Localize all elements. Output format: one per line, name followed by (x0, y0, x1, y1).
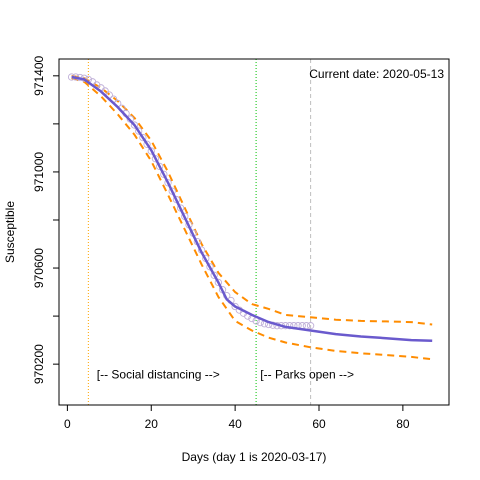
annotation: [-- Parks open --> (260, 368, 354, 382)
y-axis-title: Susceptible (3, 201, 17, 263)
data-point (214, 278, 223, 287)
annotations: [-- Social distancing --> [-- Parks open … (97, 368, 354, 382)
data-point (155, 162, 164, 171)
data-point (306, 322, 315, 330)
data-point (164, 179, 172, 187)
data-point (147, 147, 155, 155)
x-tick-label: 20 (145, 417, 159, 431)
upper-band-line (71, 74, 433, 326)
lower-band-line (71, 77, 433, 361)
current-date-label: Current date: 2020-05-13 (309, 67, 444, 81)
fitted-curve (71, 75, 433, 343)
x-tick-label: 80 (396, 417, 410, 431)
y-axis: 970200 970600 971000 971400 (32, 55, 59, 384)
data-point (143, 140, 151, 148)
x-axis: 0 20 40 60 80 (64, 405, 410, 431)
x-tick-label: 60 (312, 417, 326, 431)
confidence-band (71, 74, 433, 361)
plot-frame (58, 58, 450, 406)
data-point (151, 155, 160, 163)
y-tick-label: 971400 (32, 55, 46, 95)
y-tick-label: 970600 (32, 248, 46, 288)
observed-points (67, 73, 315, 330)
fit-line (71, 75, 433, 343)
data-point (231, 302, 239, 311)
data-point (135, 127, 143, 135)
data-point (139, 133, 147, 142)
data-point (285, 322, 294, 330)
y-tick-label: 971000 (32, 152, 46, 192)
annotation: [-- Social distancing --> (97, 368, 220, 382)
x-axis-title: Days (day 1 is 2020-03-17) (182, 450, 327, 464)
data-point (160, 170, 168, 178)
y-tick-label: 970200 (32, 344, 46, 384)
data-point (210, 271, 218, 279)
data-point (206, 263, 214, 271)
x-tick-label: 0 (64, 417, 71, 431)
data-point (130, 121, 139, 129)
x-tick-label: 40 (228, 417, 242, 431)
